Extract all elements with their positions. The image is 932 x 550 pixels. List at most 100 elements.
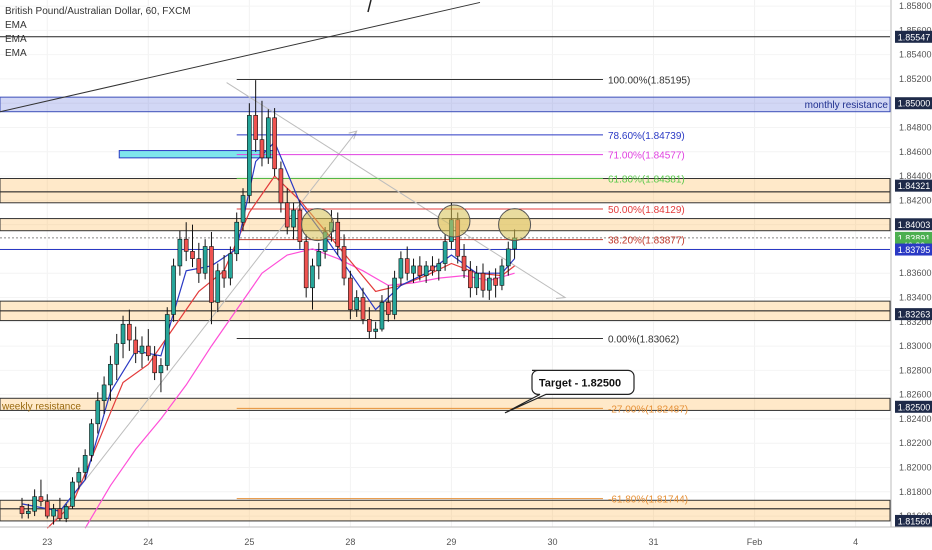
- price-tag: [895, 243, 932, 256]
- candle-body: [76, 472, 82, 483]
- candle-body: [26, 510, 31, 514]
- candle-body: [101, 384, 107, 402]
- candle-body: [404, 258, 410, 274]
- candle-body: [505, 248, 511, 267]
- highlight-circle: [301, 208, 335, 242]
- candle-body: [158, 365, 164, 374]
- price-tick-label: 1.82600: [899, 390, 932, 400]
- zone-band: [0, 508, 891, 522]
- price-axis-background: [891, 0, 932, 550]
- candle-body: [108, 363, 113, 386]
- candle-body: [209, 246, 214, 303]
- candle-body: [202, 246, 208, 274]
- candle-body: [70, 481, 75, 507]
- candle-body: [461, 255, 467, 272]
- zone-band: [0, 397, 891, 411]
- price-tick-label: 1.84800: [899, 123, 932, 133]
- candle-body: [398, 258, 404, 279]
- price-tick-label: 1.85600: [899, 25, 932, 35]
- candle-body: [474, 272, 479, 289]
- fib-label: -27.00%(1.82487): [608, 404, 688, 415]
- candle-body: [127, 323, 132, 341]
- zone-band: [0, 191, 891, 204]
- candle-body: [196, 258, 202, 274]
- trend-line: [0, 1, 481, 113]
- candle-body: [164, 314, 170, 366]
- zone-band: [0, 310, 891, 322]
- candle-body: [385, 302, 391, 315]
- candle-body: [310, 265, 315, 289]
- candle-body: [228, 253, 233, 279]
- fib-label: 100.00%(1.85195): [608, 76, 690, 87]
- arrow-head: [556, 292, 567, 299]
- indicator-label: EMA: [5, 48, 27, 59]
- candle-body: [430, 265, 435, 272]
- price-tag: [895, 179, 932, 192]
- candle-body: [171, 265, 176, 315]
- candle-body: [215, 270, 221, 303]
- fib-label: 78.60%(1.84739): [608, 131, 685, 142]
- price-tag-label: 1.84003: [898, 220, 931, 230]
- price-tick-label: 1.84200: [899, 195, 932, 205]
- candle-body: [183, 238, 189, 252]
- trend-line: [367, 0, 372, 13]
- highlight-circle: [437, 204, 471, 238]
- price-tick-label: 1.83600: [899, 268, 932, 278]
- trend-line: [53, 130, 358, 522]
- candle-body: [411, 265, 416, 274]
- price-tag-label: 1.83263: [898, 310, 931, 320]
- candle-body: [38, 496, 44, 502]
- candle-body: [442, 241, 448, 264]
- indicator-label: EMA: [5, 20, 27, 31]
- candle-body: [247, 115, 252, 196]
- fib-label: 71.00%(1.84577): [608, 151, 685, 162]
- zone-band: [0, 178, 891, 193]
- candle-body: [392, 277, 397, 315]
- candle-body: [341, 246, 347, 279]
- candle-body: [63, 506, 69, 519]
- price-tag: [895, 218, 932, 231]
- zone-band: [0, 499, 891, 510]
- price-tick-label: 1.82800: [899, 365, 932, 375]
- candle-body: [19, 506, 25, 514]
- candle-body: [417, 265, 423, 276]
- price-tick-label: 1.84400: [899, 171, 932, 181]
- price-tag-label: 1.83795: [898, 245, 931, 255]
- zone-label: weekly resistance: [1, 401, 81, 412]
- price-tick-label: 1.82400: [899, 414, 932, 424]
- target-callout: [504, 369, 635, 414]
- candle-body: [95, 400, 101, 425]
- price-tick-label: 1.83400: [899, 293, 932, 303]
- price-tick-label: 1.83200: [899, 317, 932, 327]
- candle-body: [335, 221, 341, 247]
- price-tick-label: 1.85200: [899, 74, 932, 84]
- candle-body: [146, 345, 151, 357]
- candle-body: [468, 270, 473, 289]
- arrow-head: [348, 130, 358, 140]
- price-tick-label: 1.84600: [899, 147, 932, 157]
- candle-body: [57, 508, 63, 519]
- candle-body: [51, 508, 56, 517]
- candle-body: [278, 168, 284, 204]
- price-tag: [895, 97, 932, 110]
- candle-body: [234, 221, 240, 255]
- chart-title: British Pound/Australian Dollar, 60, FXC…: [5, 6, 191, 17]
- fib-label: 61.80%(1.84381): [608, 174, 685, 185]
- price-tag-label: 1.83891: [898, 233, 931, 243]
- candle-body: [133, 339, 138, 354]
- time-tick-label: 4: [853, 537, 858, 547]
- fib-label: -61.80%(1.81744): [608, 495, 688, 506]
- zone-band: [0, 300, 891, 312]
- price-tick-label: 1.82000: [899, 463, 932, 473]
- price-tag-label: 1.85000: [898, 99, 931, 109]
- candle-body: [82, 455, 88, 473]
- candle-body: [493, 277, 498, 286]
- candle-body: [480, 272, 486, 291]
- candle-body: [253, 115, 258, 140]
- price-tick-label: 1.83000: [899, 341, 932, 351]
- price-tag: [895, 514, 932, 527]
- fib-label: 38.20%(1.83877): [608, 236, 685, 247]
- candle-body: [139, 345, 145, 354]
